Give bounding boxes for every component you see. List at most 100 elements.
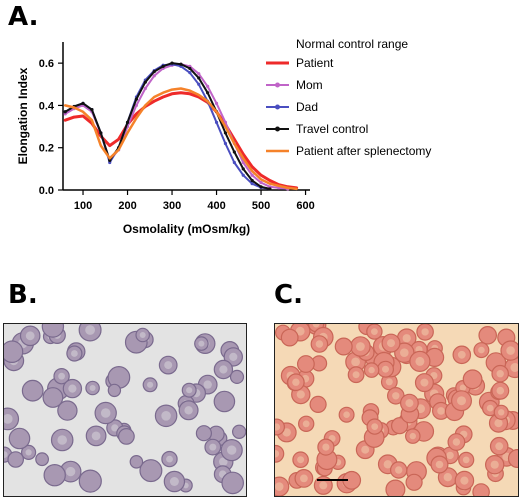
series-line-patient-after-splenectomy [63, 87, 298, 191]
data-point-travel-control [81, 101, 85, 105]
cell-central-pallor [147, 381, 154, 388]
chart-legend: Normal control range Patient Mom Dad Travel … [266, 37, 431, 158]
y-tick-label: 0.2 [39, 143, 54, 155]
red-blood-cell [35, 452, 49, 467]
cell-central-pallor [446, 451, 454, 460]
data-point-travel-control [99, 131, 103, 135]
cell-central-pallor [356, 342, 365, 351]
cell-central-pallor [452, 438, 461, 446]
red-blood-cell [296, 355, 315, 373]
red-blood-cell [430, 455, 449, 474]
red-blood-cell [489, 436, 509, 456]
cell-central-pallor [506, 346, 515, 355]
y-tick-label: 0.4 [39, 100, 55, 112]
red-blood-cell [491, 364, 509, 383]
legend-entry-travel-control: Travel control [296, 122, 368, 136]
red-blood-cell [42, 387, 64, 408]
data-point-mom [134, 103, 139, 108]
data-point-mom [250, 173, 254, 177]
red-blood-cell [484, 454, 505, 475]
data-point-travel-control [197, 76, 201, 80]
smear-c-image [275, 324, 518, 496]
red-blood-cell [405, 473, 423, 491]
legend-entry-mom: Mom [296, 78, 323, 92]
x-tick-label: 100 [74, 200, 92, 212]
red-blood-cell [334, 337, 353, 356]
cell-central-pallor [392, 392, 400, 400]
legend-marker-dad [275, 104, 280, 110]
cell-central-pallor [402, 334, 411, 343]
red-blood-cell [462, 369, 483, 390]
red-blood-cell [129, 455, 144, 469]
red-blood-cell [139, 459, 163, 483]
cell-central-pallor [57, 435, 67, 445]
cell-central-pallor [400, 348, 409, 357]
cell-central-pallor [58, 372, 65, 380]
red-blood-cell [163, 470, 186, 493]
cell-central-pallor [496, 386, 505, 395]
cell-central-pallor [184, 406, 193, 415]
data-point-travel-control [268, 187, 272, 191]
red-blood-cell [78, 469, 102, 493]
cell-central-pallor [457, 350, 466, 359]
scale-bar [317, 479, 348, 481]
cell-central-pallor [198, 340, 205, 347]
red-blood-cell [275, 444, 285, 463]
red-blood-cell [409, 350, 431, 373]
data-point-dad [197, 82, 201, 86]
data-point-mom [206, 84, 210, 88]
red-blood-cell [161, 450, 178, 468]
data-point-dad [232, 160, 236, 165]
red-blood-cell [414, 373, 434, 393]
cell-central-pallor [352, 371, 360, 379]
y-axis-label: Elongation Index [16, 67, 30, 164]
red-blood-cell [280, 328, 299, 347]
panel-label-a: A. [8, 2, 39, 32]
x-tick-label: 400 [207, 200, 225, 212]
legend-marker-travel-control [275, 126, 280, 132]
cell-central-pallor [275, 482, 284, 491]
cell-central-pallor [312, 324, 320, 328]
red-blood-cell [275, 476, 290, 496]
cell-central-pallor [89, 385, 96, 391]
red-blood-cell [500, 340, 518, 361]
y-tick-label: 0.6 [39, 58, 54, 70]
red-blood-cell [94, 401, 117, 425]
data-point-travel-control [259, 185, 263, 189]
cell-central-pallor [275, 450, 280, 458]
red-blood-cell [85, 425, 107, 447]
cell-central-pallor [387, 339, 395, 348]
red-blood-cell [338, 406, 355, 423]
cell-central-pallor [300, 474, 308, 483]
data-point-travel-control [90, 108, 94, 112]
red-blood-cell [85, 380, 100, 396]
cell-central-pallor [282, 428, 291, 437]
red-blood-cell [287, 373, 305, 391]
red-blood-cell [507, 449, 518, 468]
cell-central-pallor [382, 365, 389, 373]
data-point-travel-control [206, 91, 210, 95]
red-blood-cell [472, 483, 490, 496]
cell-central-pallor [395, 466, 403, 474]
red-blood-cell [178, 400, 199, 421]
red-blood-cell [347, 366, 365, 384]
data-point-travel-control [188, 66, 192, 71]
cell-central-pallor [478, 346, 485, 354]
cell-central-pallor [209, 443, 217, 451]
cell-central-pallor [361, 445, 370, 454]
cell-central-pallor [443, 473, 452, 482]
cell-central-pallor [100, 408, 111, 418]
data-point-travel-control [232, 150, 236, 154]
legend-entry-dad: Dad [296, 100, 318, 114]
red-blood-cell [57, 400, 78, 421]
red-blood-cell [317, 438, 335, 456]
data-point-travel-control [134, 97, 139, 101]
red-blood-cell [298, 415, 315, 433]
red-blood-cell [220, 438, 243, 462]
red-blood-cell [66, 345, 83, 362]
red-blood-cell [366, 418, 383, 435]
data-point-travel-control [152, 70, 156, 74]
cell-central-pallor [229, 352, 238, 361]
data-point-dad [223, 141, 228, 146]
red-blood-cell [213, 390, 236, 413]
